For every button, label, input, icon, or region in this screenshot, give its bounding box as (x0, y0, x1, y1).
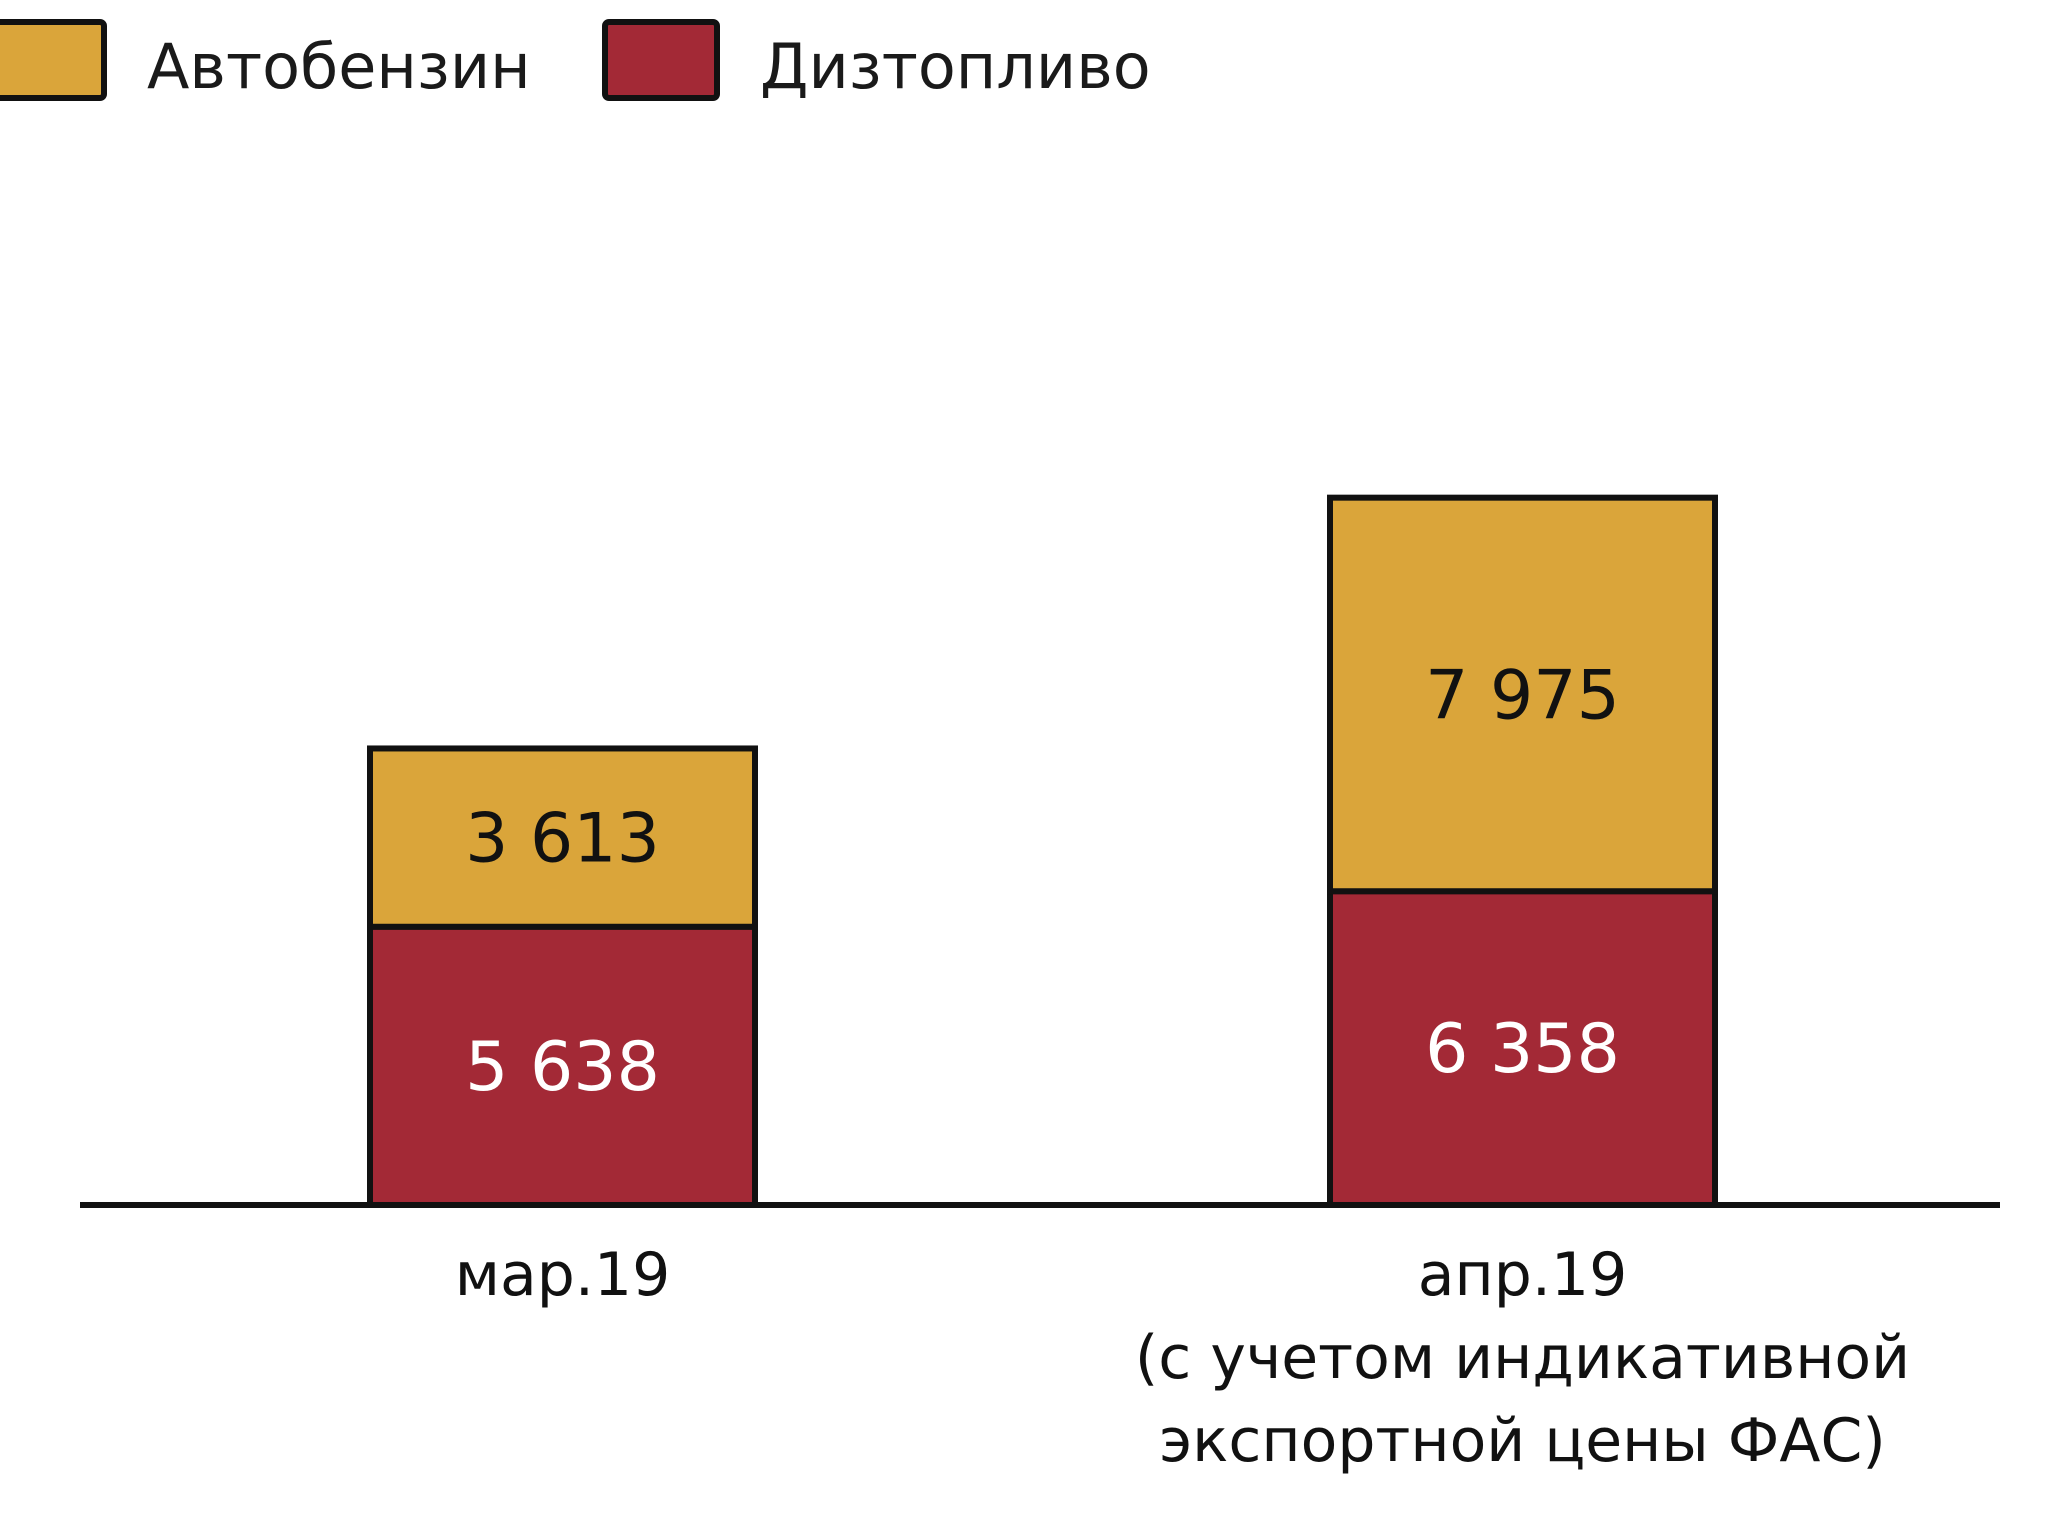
legend: Автобензин Дизтопливо (0, 19, 1151, 103)
legend-label: Дизтопливо (760, 30, 1151, 103)
bar-segment-gasoline-1 (1327, 494, 1718, 895)
data-label: 6 358 (1425, 1010, 1620, 1089)
category-label: апр.19 (1418, 1240, 1628, 1310)
legend-swatch (0, 19, 107, 101)
bar-segment-gasoline-0 (367, 745, 758, 930)
legend-swatch (602, 19, 720, 101)
data-label: 3 613 (465, 800, 660, 879)
category-label: мар.19 (455, 1240, 671, 1310)
bars (367, 494, 1718, 1209)
category-label: экспортной цены ФАС) (1159, 1406, 1886, 1476)
category-labels: мар.19 апр.19 (с учетом индикативной экспор… (455, 1240, 1910, 1476)
data-label: 7 975 (1425, 656, 1620, 735)
legend-label: Автобензин (147, 30, 531, 103)
segment-labels: 5 638 3 613 6 358 7 975 (465, 656, 1620, 1106)
data-label: 5 638 (465, 1028, 660, 1107)
category-label: (с учетом индикативной (1135, 1323, 1910, 1393)
bar-segment-diesel-0 (367, 923, 758, 1208)
